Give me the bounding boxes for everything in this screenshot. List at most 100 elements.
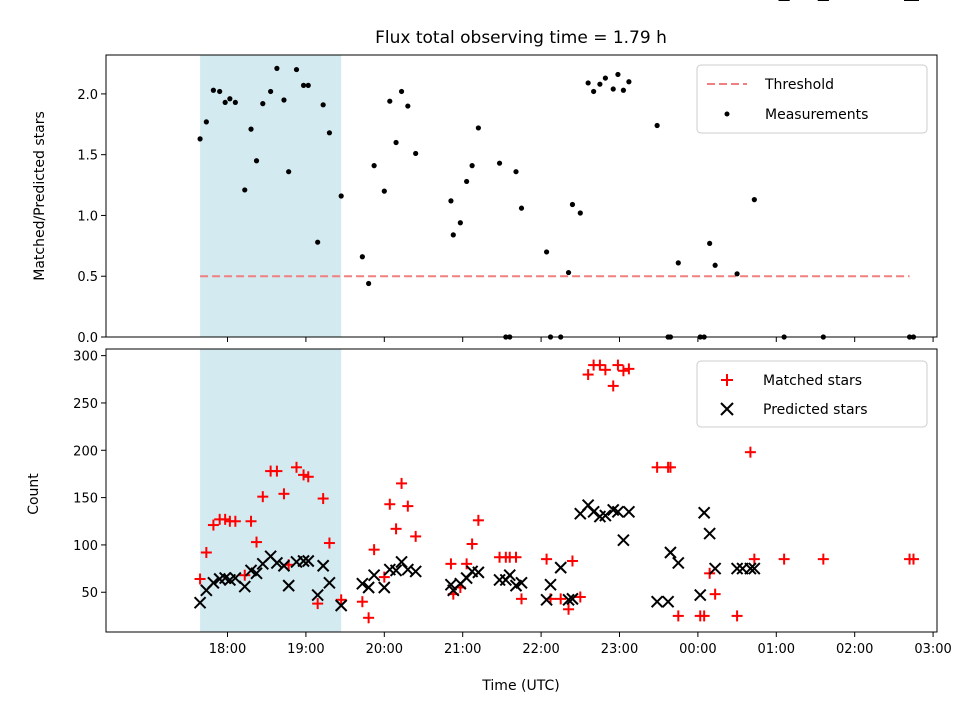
predicted-point (562, 593, 575, 607)
matched-point (312, 598, 324, 610)
matched-point (744, 446, 756, 458)
matched-point (251, 536, 263, 548)
predicted-point (730, 562, 744, 575)
matched-point (466, 538, 478, 550)
measurement-point (675, 260, 681, 266)
x-tick-label: 22:00 (522, 642, 559, 657)
measurement-point (585, 80, 591, 86)
matched-point (555, 593, 567, 605)
matched-point (472, 514, 484, 526)
matched-point (384, 498, 396, 510)
predicted-point (302, 554, 315, 568)
count-legend: Matched stars Predicted stars (696, 360, 928, 428)
matched-point (323, 537, 335, 549)
measurement-point (248, 126, 254, 132)
matched-point (219, 513, 231, 525)
legend-measurements-label: Measurements (765, 107, 868, 123)
predicted-point (554, 561, 567, 574)
matched-point (390, 523, 402, 535)
predicted-point (515, 576, 528, 589)
count-panel-frame (105, 348, 938, 633)
y-tick-label: 200 (73, 444, 98, 459)
matched-point (566, 555, 578, 567)
measurement-point (620, 87, 627, 93)
measurement-point (381, 188, 387, 194)
predicted-point (409, 565, 422, 578)
x-tick-label: 02:00 (836, 642, 873, 657)
measurement-point (569, 201, 576, 208)
measurement-point (610, 86, 616, 92)
matched-point (748, 553, 760, 565)
matched-point (378, 571, 390, 583)
matched-point (817, 553, 829, 565)
measurement-point (734, 271, 740, 277)
measurement-point (543, 249, 550, 255)
y-tick-label: 1.0 (77, 209, 98, 224)
measurement-point (518, 205, 525, 211)
y-tick-label: 300 (73, 350, 98, 365)
predicted-point (277, 559, 291, 572)
y-tick-label: 150 (73, 492, 98, 507)
matched-point (368, 544, 380, 556)
predicted-point (503, 569, 516, 582)
x-tick-label: 19:00 (287, 642, 324, 657)
predicted-point (611, 505, 625, 519)
measurement-point (274, 65, 280, 71)
measurement-point (565, 269, 572, 276)
matched-point (582, 369, 594, 381)
matched-point (594, 359, 606, 371)
measurement-point (448, 198, 454, 204)
predicted-point (540, 593, 553, 607)
measurement-point (450, 232, 456, 238)
x-tick-label: 03:00 (914, 642, 951, 657)
measurement-point (602, 75, 608, 81)
x-tick-label: 01:00 (758, 642, 795, 657)
measurement-point (315, 239, 321, 245)
y-tick-label: 50 (81, 586, 98, 601)
y-tick-label: 2.0 (77, 88, 98, 103)
matched-point (335, 594, 347, 606)
measurement-point (393, 139, 399, 146)
matched-point (510, 551, 522, 563)
predicted-point (193, 596, 207, 609)
matched-point (651, 461, 663, 473)
matched-point (363, 612, 375, 624)
measurement-point (217, 88, 223, 95)
measurement-point (387, 98, 393, 104)
predicted-point (472, 566, 485, 579)
measurement-point (260, 101, 266, 107)
predicted-point (599, 509, 612, 522)
x-tick-label: 21:00 (444, 642, 481, 657)
y-tick-label: 0.0 (77, 331, 98, 346)
matched-point (541, 553, 553, 565)
predicted-point (362, 581, 375, 594)
matched-point (461, 558, 473, 570)
ratio-y-axis: 0.0 0.5 1.0 1.5 2.0 (77, 88, 106, 346)
x-axis-label: Time (UTC) (481, 678, 559, 694)
legend-matched-swatch (721, 374, 733, 386)
measurement-point (305, 82, 311, 88)
matched-point (245, 515, 257, 527)
matched-point (317, 493, 329, 505)
matched-point (664, 461, 676, 473)
matched-point (599, 364, 611, 376)
measurement-point (591, 88, 597, 95)
measurement-point (326, 130, 333, 136)
predicted-point (311, 588, 324, 602)
measurement-point (222, 99, 228, 106)
matched-point (402, 500, 414, 512)
measurement-point (197, 136, 203, 142)
legend-measurement-swatch (724, 111, 730, 117)
y-tick-label: 250 (73, 397, 98, 412)
predicted-point (664, 546, 677, 559)
matched-point (907, 553, 919, 565)
predicted-point (587, 505, 600, 519)
ratio-panel: 0.00.51.01.52.0 Matched/Predicted stars … (32, 54, 938, 346)
predicted-point (694, 588, 707, 602)
measurement-point (338, 193, 344, 199)
measurement-point (366, 280, 372, 287)
measurement-point (242, 187, 248, 193)
matched-point (612, 359, 624, 371)
predicted-point (207, 576, 220, 589)
